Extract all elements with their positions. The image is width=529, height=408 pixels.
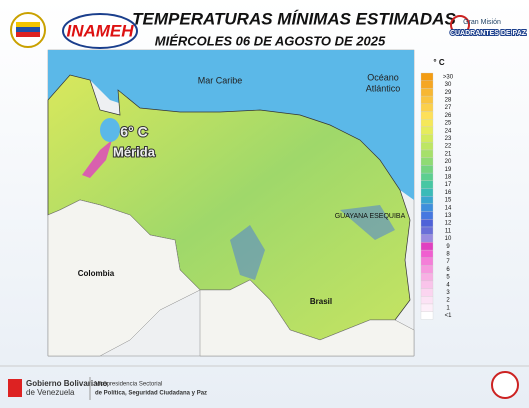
legend-swatch — [420, 273, 434, 282]
gov-text: de Venezuela — [26, 388, 75, 397]
legend-label: 6 — [446, 267, 450, 273]
ocean-label: Atlántico — [366, 83, 401, 93]
legend-swatch — [420, 257, 434, 266]
legend-label: 17 — [445, 182, 452, 188]
title: TEMPERATURAS MÍNIMAS ESTIMADAS — [132, 9, 456, 28]
legend-label: 26 — [445, 113, 452, 119]
legend-swatch — [420, 203, 434, 212]
legend-swatch — [420, 88, 434, 97]
badge-icon — [450, 15, 470, 35]
legend-label: 13 — [445, 213, 452, 219]
legend-label: 22 — [445, 144, 452, 150]
legend-label: 23 — [445, 136, 452, 142]
legend-swatch — [420, 196, 434, 205]
ocean-label: Océano — [367, 72, 399, 82]
country-label: Colombia — [78, 269, 115, 278]
legend-swatch — [420, 219, 434, 228]
logo-text: INAMEH — [66, 21, 134, 40]
inameh-logo — [62, 13, 138, 49]
legend-label: 30 — [445, 82, 452, 88]
legend-swatch — [420, 303, 434, 312]
legend: >303029282726252423222120191817161514131… — [420, 72, 454, 320]
legend-swatch — [420, 111, 434, 120]
legend-swatch — [420, 180, 434, 189]
legend-swatch — [420, 249, 434, 258]
vice-text: Vicepresidencia Sectorial — [95, 382, 162, 388]
legend-label: 24 — [445, 128, 452, 134]
legend-label: 2 — [446, 298, 450, 304]
legend-label: 9 — [446, 244, 450, 250]
legend-swatch — [420, 95, 434, 104]
legend-swatch — [420, 296, 434, 305]
legend-label: 18 — [445, 175, 452, 181]
sea-label: Mar Caribe — [198, 75, 243, 85]
legend-swatch — [420, 188, 434, 197]
vice-text: de Política, Seguridad Ciudadana y Paz — [95, 391, 207, 397]
legend-label: 27 — [445, 105, 452, 111]
legend-swatch — [420, 119, 434, 128]
legend-label: 3 — [446, 290, 450, 296]
legend-label: 20 — [445, 159, 452, 165]
flag-band — [16, 22, 40, 27]
legend-label: 10 — [445, 236, 452, 242]
gov-text: Gobierno Bolivariano — [26, 379, 107, 388]
legend-unit: ° C — [433, 58, 444, 67]
legend-label: 29 — [445, 90, 452, 96]
gov-logo — [8, 379, 22, 397]
legend-swatch — [420, 134, 434, 143]
badge-small: Gran Misión — [463, 19, 501, 26]
legend-label: <1 — [445, 313, 453, 319]
legend-swatch — [420, 103, 434, 112]
region-label: GUAYANA ESEQUIBA — [335, 213, 406, 220]
highland-cold — [230, 225, 265, 280]
legend-swatch — [420, 288, 434, 297]
legend-swatch — [420, 242, 434, 251]
min-temp: 6° C — [120, 124, 147, 140]
legend-label: 5 — [446, 275, 450, 281]
legend-swatch — [420, 142, 434, 151]
legend-label: 15 — [445, 198, 452, 204]
colombia-area — [47, 199, 201, 357]
legend-label: 11 — [445, 228, 452, 234]
legend-label: 14 — [445, 205, 452, 211]
legend-label: 28 — [445, 98, 452, 104]
legend-swatch — [420, 226, 434, 235]
country-label: Brasil — [310, 297, 332, 306]
min-city: Mérida — [113, 144, 156, 159]
legend-swatch — [420, 211, 434, 220]
legend-label: 21 — [445, 151, 452, 157]
flag-band — [16, 27, 40, 32]
lake-maracaibo — [100, 118, 120, 142]
sea — [48, 50, 414, 200]
legend-label: 19 — [445, 167, 452, 173]
legend-swatch — [420, 72, 434, 81]
badge: CUADRANTES DE PAZ — [450, 30, 527, 37]
legend-label: 16 — [445, 190, 452, 196]
legend-label: >30 — [443, 74, 454, 80]
highland-cold — [340, 205, 395, 240]
legend-label: 8 — [446, 252, 450, 258]
anniversary-logo — [491, 371, 519, 399]
legend-swatch — [420, 311, 434, 320]
legend-label: 1 — [446, 305, 450, 311]
legend-swatch — [420, 280, 434, 289]
legend-swatch — [420, 80, 434, 89]
legend-swatch — [420, 157, 434, 166]
legend-label: 25 — [445, 121, 452, 127]
subtitle: MIÉRCOLES 06 DE AGOSTO DE 2025 — [155, 33, 386, 48]
legend-swatch — [420, 234, 434, 243]
andes-cold — [82, 140, 112, 178]
legend-label: 7 — [446, 259, 450, 265]
legend-swatch — [420, 149, 434, 158]
brasil-area — [199, 279, 415, 357]
legend-label: 12 — [445, 221, 452, 227]
legend-swatch — [420, 265, 434, 274]
legend-swatch — [420, 165, 434, 174]
legend-swatch — [420, 126, 434, 135]
flag-band — [16, 32, 40, 37]
legend-label: 4 — [446, 282, 450, 288]
legend-swatch — [420, 172, 434, 181]
